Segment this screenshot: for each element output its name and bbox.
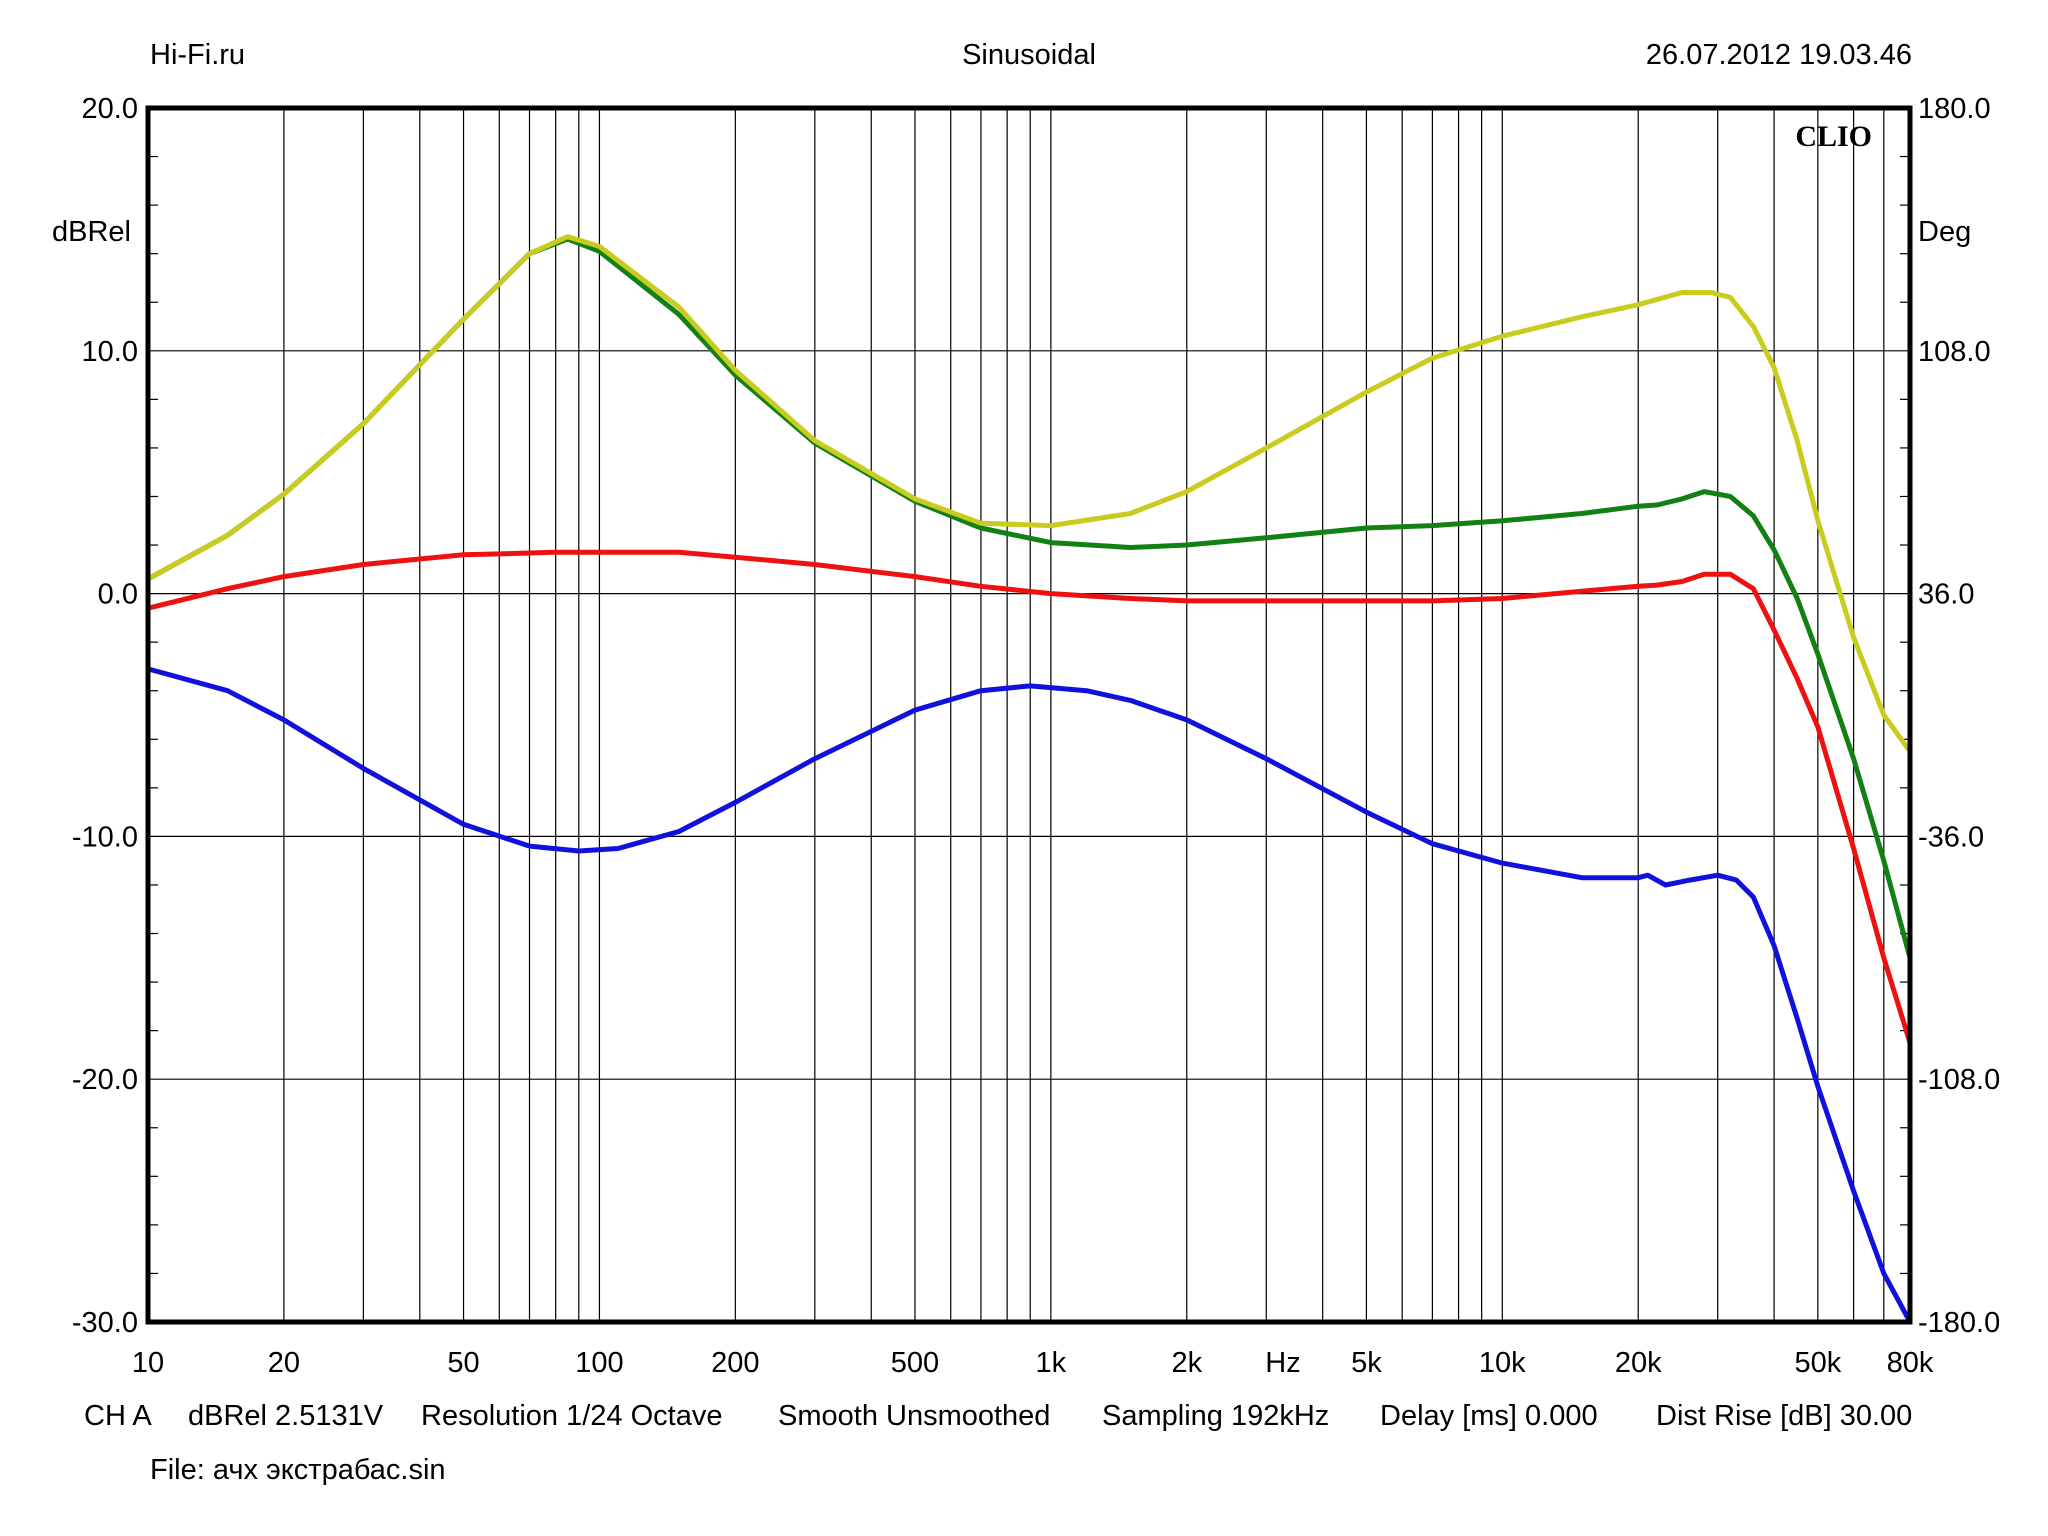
y2-tick-label: 36.0 — [1918, 579, 1974, 611]
footer-smooth: Smooth Unsmoothed — [778, 1400, 1050, 1432]
y-tick-label: -20.0 — [72, 1064, 138, 1096]
series-line-yellow — [145, 234, 1913, 754]
series-line-green — [145, 236, 1913, 961]
x-tick-label: 1k — [1036, 1347, 1067, 1379]
y-tick-label: 0.0 — [98, 579, 138, 611]
y2-tick-label: 108.0 — [1918, 336, 1991, 368]
x-tick-label: 500 — [891, 1347, 939, 1379]
footer-file: File: ачх экстрабас.sin — [150, 1454, 446, 1486]
x-tick-label: 20 — [268, 1347, 300, 1379]
header-left: Hi-Fi.ru — [150, 39, 245, 71]
x-tick-label: 10k — [1479, 1347, 1526, 1379]
series-line-red — [145, 549, 1913, 1046]
y-tick-label: -30.0 — [72, 1307, 138, 1339]
x-tick-label: 100 — [575, 1347, 623, 1379]
y-tick-label: -10.0 — [72, 821, 138, 853]
header-right: 26.07.2012 19.03.46 — [1646, 39, 1912, 71]
footer-sampling: Sampling 192kHz — [1102, 1400, 1329, 1432]
x-tick-label: 80k — [1887, 1347, 1934, 1379]
x-tick-label: 20k — [1615, 1347, 1662, 1379]
footer-units: dBRel 2.5131V — [188, 1400, 384, 1432]
footer-resolution: Resolution 1/24 Octave — [421, 1400, 722, 1432]
y-axis-label: dBRel — [52, 216, 131, 248]
horizontal-gridlines — [148, 155, 1910, 1275]
y2-axis-label: Deg — [1918, 216, 1971, 248]
y2-tick-label: -36.0 — [1918, 821, 1984, 853]
footer-channel: CH A — [84, 1400, 152, 1432]
y2-tick-label: -180.0 — [1918, 1307, 2000, 1339]
x-tick-label: 5k — [1351, 1347, 1382, 1379]
y-tick-label: 20.0 — [82, 93, 138, 125]
vertical-gridlines — [283, 108, 1885, 1322]
header-center: Sinusoidal — [962, 39, 1096, 71]
y2-tick-label: 180.0 — [1918, 93, 1991, 125]
x-unit-label: Hz — [1265, 1347, 1300, 1379]
x-tick-label: 10 — [132, 1347, 164, 1379]
x-tick-label: 200 — [711, 1347, 759, 1379]
x-tick-label: 50 — [447, 1347, 479, 1379]
y-tick-label: 10.0 — [82, 336, 138, 368]
x-tick-label: 50k — [1794, 1347, 1841, 1379]
tick-labels: 10 20 50 100 200 500 1k 2k 5k 10k 20k 50k 80k 20.0 10.… — [72, 93, 2000, 1379]
footer-dist-rise: Dist Rise [dB] 30.00 — [1656, 1400, 1912, 1432]
x-tick-label: 2k — [1171, 1347, 1202, 1379]
footer-delay: Delay [ms] 0.000 — [1380, 1400, 1598, 1432]
series-layer — [145, 234, 1913, 1325]
plot-frame — [145, 105, 1913, 1325]
series-line-blue — [145, 666, 1913, 1325]
clio-watermark: CLIO — [1795, 120, 1872, 153]
y2-tick-label: -108.0 — [1918, 1064, 2000, 1096]
